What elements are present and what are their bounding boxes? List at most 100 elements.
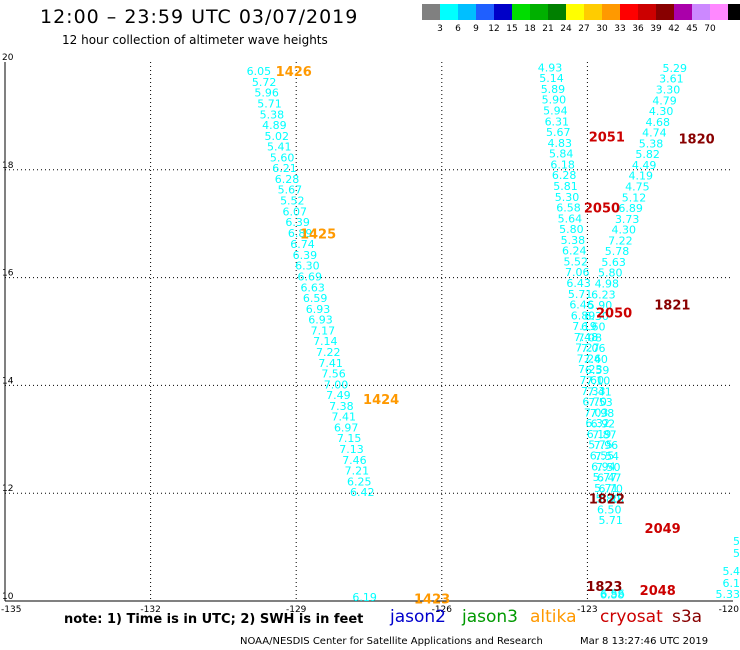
legend-tick-label: 6 <box>455 24 461 34</box>
swh-point-s3a: 7.10 <box>586 375 611 388</box>
x-tick-label: -120 <box>719 605 740 615</box>
swh-point-altika: 6.07 <box>282 205 307 218</box>
x-tick-label: -123 <box>577 605 597 615</box>
swh-point-altika: 7.14 <box>313 335 338 348</box>
swh-point-cryosat: 7.26 <box>577 352 602 365</box>
swh-point-s3a: 7.06 <box>581 342 606 355</box>
legend-swatch <box>512 4 530 20</box>
swh-point-cryosat: 5.38 <box>561 234 586 247</box>
swh-point-s3a: 3.30 <box>656 83 681 96</box>
swh-point-s3a: 4.30 <box>649 105 674 118</box>
legend-tick-label: 45 <box>686 24 698 34</box>
time-label-cryosat: 2049 <box>645 522 681 537</box>
swh-point-s3a: 5.38 <box>639 137 664 150</box>
swh-point-altika: 7.41 <box>332 411 357 424</box>
swh-point-cryosat: 6.50 <box>597 503 622 516</box>
swh-point-s3a: 5.63 <box>601 256 626 269</box>
legend-tick-label: 33 <box>614 24 626 34</box>
swh-point-s3a: 6.60 <box>581 321 606 334</box>
legend-swatch <box>584 4 602 20</box>
legend-tick-label: 70 <box>704 24 716 34</box>
swh-point-altika: 7.17 <box>311 324 336 337</box>
swh-point-s3a: 7.40 <box>583 353 608 366</box>
swh-point-altika: 6.19 <box>352 591 377 604</box>
legend-tick-label: 21 <box>542 24 554 34</box>
swh-point-cryosat: 6.24 <box>562 245 587 258</box>
legend-tick-label: 30 <box>596 24 608 34</box>
swh-point-cryosat: 5.80 <box>596 493 621 506</box>
swh-point-s3a: 4.49 <box>632 159 657 172</box>
legend-tick-label: 12 <box>488 24 500 34</box>
swh-point-cryosat: 7.19 <box>572 320 597 333</box>
swh-point-altika: 6.21 <box>272 162 297 175</box>
time-label-s3a: 1823 <box>586 580 622 595</box>
swh-point-cryosat: 6.18 <box>550 158 575 171</box>
swh-point-cryosat: 5.89 <box>541 83 566 96</box>
footer-note: note: 1) Time is in UTC; 2) SWH is in fe… <box>64 612 364 627</box>
swh-point-edge: 5.33 <box>716 588 740 601</box>
swh-point-altika: 7.41 <box>318 357 343 370</box>
swh-point-cryosat: 5.77 <box>593 471 618 484</box>
swh-point-cryosat: 4.83 <box>547 137 572 150</box>
y-tick-label: 10 <box>2 592 14 602</box>
swh-point-s3a: 6.70 <box>598 482 623 495</box>
swh-point-s3a: 6.59 <box>585 364 610 377</box>
legend-tick-label: 18 <box>524 24 536 34</box>
swh-point-altika: 6.63 <box>300 281 325 294</box>
swh-point-altika: 6.28 <box>275 173 300 186</box>
swh-point-altika: 7.21 <box>345 465 370 478</box>
swh-point-altika: 5.02 <box>265 130 290 143</box>
swh-point-s3a: 5.80 <box>598 267 623 280</box>
swh-point-s3a: 7.53 <box>588 396 613 409</box>
swh-point-cryosat: 5.52 <box>564 255 589 268</box>
y-tick-label: 12 <box>2 484 13 494</box>
legend-jason2: jason2 <box>390 607 446 627</box>
swh-point-s3a: 6.92 <box>591 418 616 431</box>
time-label-altika: 1423 <box>414 592 450 607</box>
legend-cryosat: cryosat <box>600 607 663 627</box>
time-label-s3a: 1821 <box>654 299 690 314</box>
legend-tick-label: 36 <box>632 24 644 34</box>
swh-point-cryosat: 7.06 <box>565 266 590 279</box>
time-label-cryosat: 2051 <box>589 130 625 145</box>
y-tick-label: 16 <box>2 269 14 279</box>
swh-point-cryosat: 5.71 <box>594 482 619 495</box>
swh-point-s3a: 7.22 <box>608 234 633 247</box>
page-title: 12:00 – 23:59 UTC 03/07/2019 <box>40 6 359 28</box>
legend-swatch <box>494 4 512 20</box>
swh-point-s3a: 4.74 <box>642 127 667 140</box>
swh-point-s3a: 3.73 <box>615 213 640 226</box>
swh-point-cryosat: 6.43 <box>566 277 591 290</box>
swh-point-edge: 6.1 <box>723 577 740 590</box>
swh-point-cryosat: 4.93 <box>538 61 563 74</box>
swh-point-altika: 7.15 <box>337 432 362 445</box>
swh-point-altika: 5.71 <box>257 98 282 111</box>
swh-point-altika: 7.22 <box>316 346 341 359</box>
swh-point-cryosat: 5.80 <box>559 223 584 236</box>
legend-swatch <box>422 4 440 20</box>
time-label-cryosat: 2048 <box>640 584 676 599</box>
swh-point-cryosat: 6.46 <box>569 299 594 312</box>
legend-swatch <box>458 4 476 20</box>
swh-point-s3a: 6.28 <box>599 493 624 506</box>
swh-point-altika: 6.69 <box>298 271 323 284</box>
swh-point-altika: 5.96 <box>254 87 279 100</box>
swh-point-cryosat: 7.48 <box>574 331 599 344</box>
swh-point-s3a: 4.30 <box>612 224 637 237</box>
legend-swatch <box>728 4 740 20</box>
legend-tick-label: 9 <box>473 24 479 34</box>
legend-tick-label: 15 <box>506 24 518 34</box>
swh-point-s3a: 5.90 <box>588 299 613 312</box>
swh-point-s3a: 3.61 <box>659 73 684 86</box>
swh-point-cryosat: 5.64 <box>558 212 583 225</box>
swh-point-cryosat: 5.30 <box>555 191 580 204</box>
swh-point-cryosat: 5.67 <box>546 126 571 139</box>
swh-point-s3a: 4.19 <box>629 170 654 183</box>
swh-point-s3a: 5.78 <box>605 245 630 258</box>
swh-point-altika: 7.46 <box>342 454 367 467</box>
swh-point-edge: 5.4 <box>723 565 740 578</box>
swh-point-altika: 6.39 <box>285 216 310 229</box>
x-tick-label: -132 <box>140 605 160 615</box>
time-label-s3a: 1822 <box>589 493 625 508</box>
swh-point-altika: 6.25 <box>347 475 372 488</box>
